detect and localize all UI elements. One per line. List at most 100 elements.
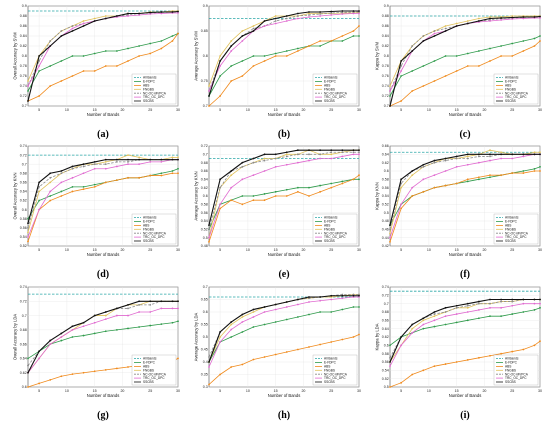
data-point bbox=[82, 22, 85, 25]
data-point bbox=[104, 318, 107, 321]
legend-label: ABS bbox=[143, 224, 149, 228]
x-tick-label: 20 bbox=[301, 389, 305, 393]
data-point bbox=[477, 309, 480, 311]
y-axis-label: Average Accuracy by KNN bbox=[194, 171, 199, 220]
data-point bbox=[171, 35, 174, 37]
chart-panel-4: 0.52 0.54 0.56 0.58 0.6 0.62 0.64 0.66 0.68 0.7 0.… bbox=[13, 144, 181, 280]
y-axis-label: Overall Accuracy by LDA bbox=[13, 314, 18, 361]
data-point bbox=[177, 320, 179, 323]
data-point bbox=[93, 167, 96, 170]
x-tick-label: 10 bbox=[65, 248, 69, 252]
data-point bbox=[149, 174, 152, 177]
data-point bbox=[411, 45, 414, 47]
data-point bbox=[539, 298, 541, 301]
y-tick-label: 0.46 bbox=[382, 228, 389, 232]
data-point bbox=[104, 158, 107, 161]
data-point bbox=[71, 190, 74, 193]
data-point bbox=[522, 348, 525, 351]
data-point bbox=[466, 65, 469, 67]
y-tick-label: 0.62 bbox=[201, 186, 208, 190]
data-point bbox=[60, 339, 63, 342]
legend-label: TRC_OC_DPC bbox=[505, 95, 527, 99]
chart-panel-1: 0.7 0.72 0.74 0.76 0.78 0.8 0.82 0.84 0.86 0.88 0.… bbox=[13, 4, 181, 140]
data-point bbox=[230, 80, 233, 82]
data-point bbox=[500, 300, 503, 303]
data-point bbox=[93, 70, 96, 72]
legend-label: SSCBS bbox=[143, 380, 154, 384]
legend-label: E-FDPC bbox=[324, 80, 337, 84]
data-point bbox=[477, 161, 480, 164]
x-axis-label: Number of Bands bbox=[449, 112, 482, 117]
data-point bbox=[489, 60, 491, 62]
y-tick-label: 0.78 bbox=[20, 64, 27, 68]
y-tick-label: 0.45 bbox=[201, 348, 208, 352]
data-point bbox=[533, 302, 536, 305]
x-tick-label: 5 bbox=[219, 108, 221, 112]
data-point bbox=[319, 296, 322, 298]
data-point bbox=[352, 35, 355, 37]
data-point bbox=[389, 356, 391, 359]
y-tick-label: 0.8 bbox=[384, 54, 389, 58]
data-point bbox=[308, 153, 310, 156]
y-axis-label: Kappa by SVM bbox=[375, 42, 380, 70]
data-point bbox=[230, 336, 233, 338]
legend-label: TRC_OC_DPC bbox=[324, 95, 346, 99]
data-point bbox=[208, 228, 210, 231]
data-point bbox=[71, 328, 74, 331]
y-tick-label: 0.64 bbox=[20, 190, 27, 194]
data-point bbox=[230, 50, 233, 52]
data-point bbox=[208, 85, 210, 87]
data-point bbox=[341, 308, 344, 311]
data-point bbox=[330, 151, 333, 154]
data-point bbox=[308, 346, 310, 348]
data-point bbox=[444, 363, 447, 365]
data-point bbox=[149, 13, 152, 15]
y-tick-label: 0.74 bbox=[382, 84, 389, 88]
data-point bbox=[358, 12, 360, 15]
y-tick-label: 0.62 bbox=[382, 161, 389, 165]
legend-label: FNGBS bbox=[143, 227, 154, 231]
data-point bbox=[219, 178, 222, 181]
data-point bbox=[127, 12, 129, 15]
legend-label: SSCBS bbox=[324, 239, 335, 243]
x-tick-label: 15 bbox=[274, 248, 278, 252]
x-tick-label: 30 bbox=[176, 389, 180, 393]
legend-label: All Bands bbox=[143, 76, 157, 80]
data-point bbox=[160, 323, 163, 326]
y-tick-label: 0.84 bbox=[382, 34, 389, 38]
data-point bbox=[466, 20, 469, 22]
data-point bbox=[455, 55, 458, 57]
data-point bbox=[422, 317, 425, 320]
data-point bbox=[319, 15, 322, 17]
data-point bbox=[285, 153, 288, 156]
data-point bbox=[219, 373, 222, 376]
x-axis-label: Number of Bands bbox=[87, 112, 120, 117]
data-point bbox=[341, 11, 344, 14]
data-point bbox=[511, 313, 514, 315]
data-point bbox=[285, 20, 288, 22]
data-point bbox=[455, 165, 458, 168]
data-point bbox=[539, 40, 541, 42]
data-point bbox=[522, 17, 525, 20]
y-tick-label: 0.85 bbox=[201, 29, 208, 33]
data-point bbox=[539, 35, 541, 37]
data-point bbox=[296, 50, 299, 52]
data-point bbox=[49, 190, 52, 193]
x-tick-label: 25 bbox=[329, 248, 333, 252]
data-point bbox=[93, 161, 96, 163]
y-tick-label: 0.56 bbox=[382, 360, 389, 364]
data-point bbox=[433, 311, 436, 313]
data-point bbox=[444, 184, 447, 187]
data-point bbox=[149, 300, 152, 303]
data-point bbox=[522, 172, 525, 174]
y-tick-label: 0.58 bbox=[201, 203, 208, 207]
data-point bbox=[330, 182, 333, 185]
data-point bbox=[177, 12, 179, 14]
data-point bbox=[138, 303, 141, 306]
data-point bbox=[455, 182, 458, 185]
data-point bbox=[330, 311, 333, 313]
y-tick-label: 0.65 bbox=[201, 298, 208, 302]
legend-label: SSCBS bbox=[324, 99, 335, 103]
data-point bbox=[115, 158, 118, 161]
data-point bbox=[400, 100, 403, 102]
